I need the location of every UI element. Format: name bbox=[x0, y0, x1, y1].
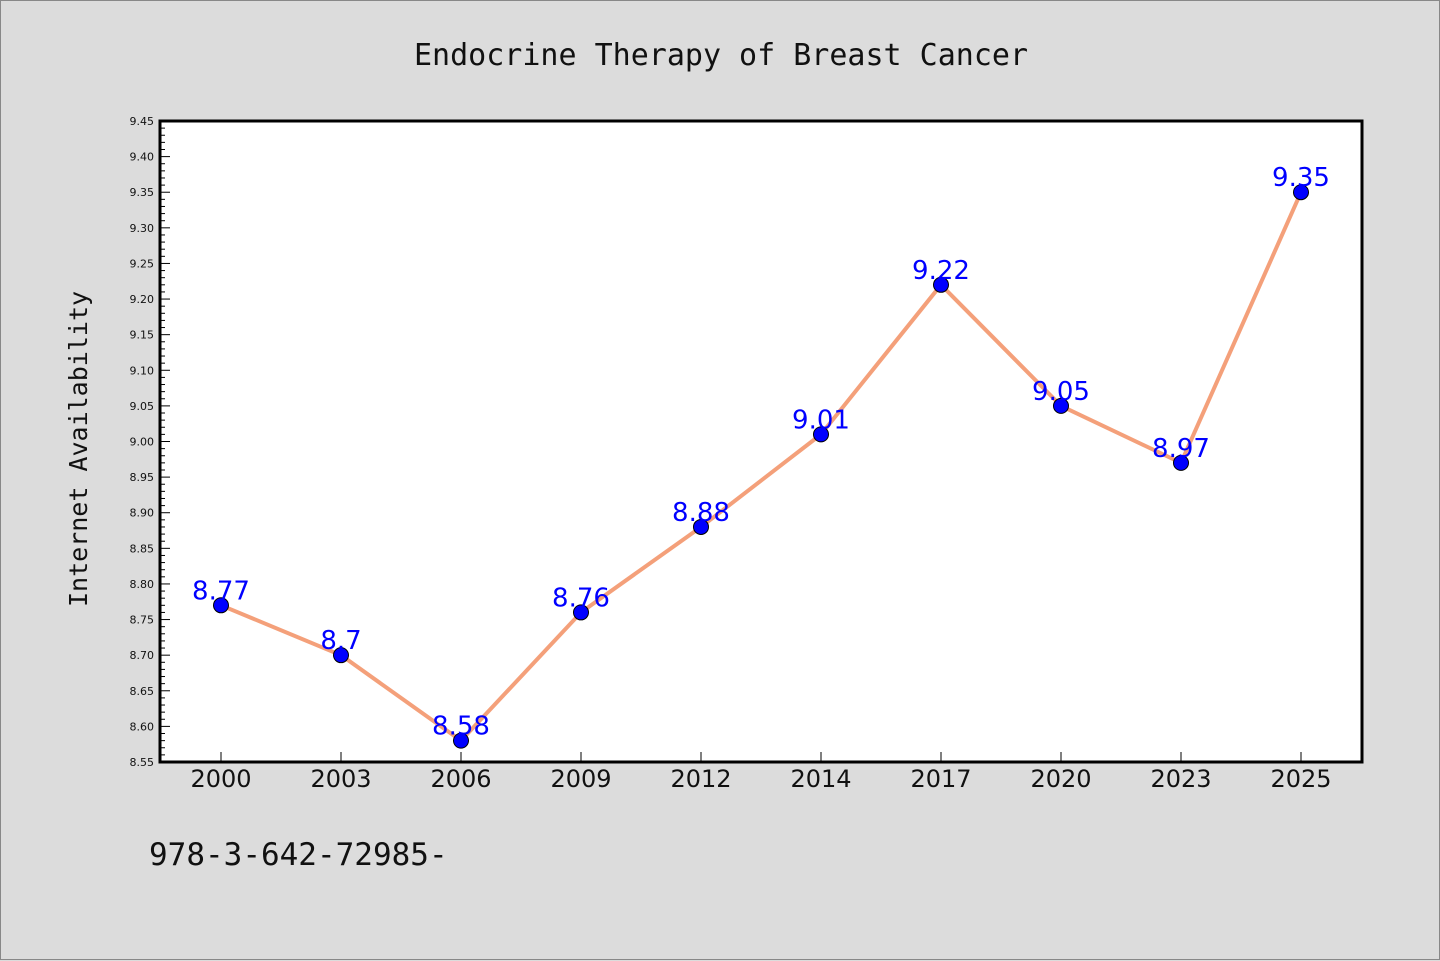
plot-area bbox=[158, 119, 1364, 764]
data-point bbox=[933, 276, 949, 293]
data-point bbox=[1173, 454, 1189, 471]
data-markers bbox=[213, 184, 1309, 749]
y-tick-label: 8.90 bbox=[130, 507, 155, 520]
data-label: 8.88 bbox=[672, 498, 730, 528]
y-tick-label: 8.70 bbox=[130, 649, 155, 662]
data-label: 8.7 bbox=[320, 626, 361, 656]
data-label: 9.35 bbox=[1272, 163, 1330, 193]
x-tick-label: 2003 bbox=[310, 765, 371, 793]
data-point bbox=[333, 647, 349, 664]
x-tick-label: 2023 bbox=[1150, 765, 1211, 793]
y-tick-label: 9.05 bbox=[130, 400, 155, 413]
x-tick-label: 2020 bbox=[1030, 765, 1091, 793]
x-tick-label: 2017 bbox=[910, 765, 971, 793]
y-axis-ticks: 8.55 8.60 8.65 8.70 8.75 8.80 8.85 8.90 8.95 9.00… bbox=[130, 115, 170, 769]
y-tick-label: 9.30 bbox=[130, 222, 155, 235]
data-label: 9.22 bbox=[912, 256, 970, 286]
footer-isbn-text: 978-3-642-72985- bbox=[149, 837, 448, 873]
x-tick-label: 2000 bbox=[190, 765, 251, 793]
y-tick-label: 9.40 bbox=[130, 151, 155, 164]
data-label: 8.77 bbox=[192, 576, 250, 606]
chart-title: Endocrine Therapy of Breast Cancer bbox=[414, 38, 1028, 73]
y-tick-label: 8.65 bbox=[130, 685, 155, 698]
x-tick-label: 2014 bbox=[790, 765, 851, 793]
y-tick-label: 8.85 bbox=[130, 542, 155, 555]
data-labels: 8.77 8.7 8.58 8.76 8.88 9.01 9.22 9.05 8.97 9.35 bbox=[192, 163, 1330, 741]
data-label: 9.05 bbox=[1032, 377, 1090, 407]
y-tick-label: 9.45 bbox=[130, 115, 155, 128]
y-tick-label: 9.00 bbox=[130, 436, 155, 449]
data-point bbox=[1053, 397, 1069, 414]
y-tick-label: 9.20 bbox=[130, 293, 155, 306]
data-point bbox=[453, 732, 469, 749]
x-tick-label: 2009 bbox=[550, 765, 611, 793]
x-tick-label: 2012 bbox=[670, 765, 731, 793]
y-tick-label: 9.15 bbox=[130, 329, 155, 342]
data-point bbox=[813, 426, 829, 443]
data-point bbox=[1293, 184, 1309, 201]
series-line-group bbox=[220, 191, 1303, 743]
x-axis-ticks: 2000 2003 2006 2009 2012 2014 2017 2020 2023 2025 bbox=[190, 752, 1332, 793]
x-tick-label: 2006 bbox=[430, 765, 491, 793]
y-tick-label: 9.25 bbox=[130, 257, 155, 270]
data-label: 8.97 bbox=[1152, 434, 1210, 464]
series-line bbox=[220, 191, 1303, 743]
data-point bbox=[213, 597, 229, 614]
data-point bbox=[693, 518, 709, 535]
y-tick-label: 8.60 bbox=[130, 720, 155, 733]
x-tick-label: 2025 bbox=[1270, 765, 1331, 793]
y-tick-label: 8.75 bbox=[130, 614, 155, 627]
y-tick-label: 8.95 bbox=[130, 471, 155, 484]
data-label: 9.01 bbox=[792, 405, 850, 435]
y-tick-label: 9.35 bbox=[130, 186, 155, 199]
y-tick-label: 8.55 bbox=[130, 756, 155, 769]
y-tick-label: 8.80 bbox=[130, 578, 155, 591]
data-point bbox=[573, 604, 589, 621]
y-tick-label: 9.10 bbox=[130, 364, 155, 377]
data-label: 8.58 bbox=[432, 712, 490, 742]
y-axis-label: Internet Availability bbox=[64, 291, 93, 607]
data-label: 8.76 bbox=[552, 583, 610, 613]
